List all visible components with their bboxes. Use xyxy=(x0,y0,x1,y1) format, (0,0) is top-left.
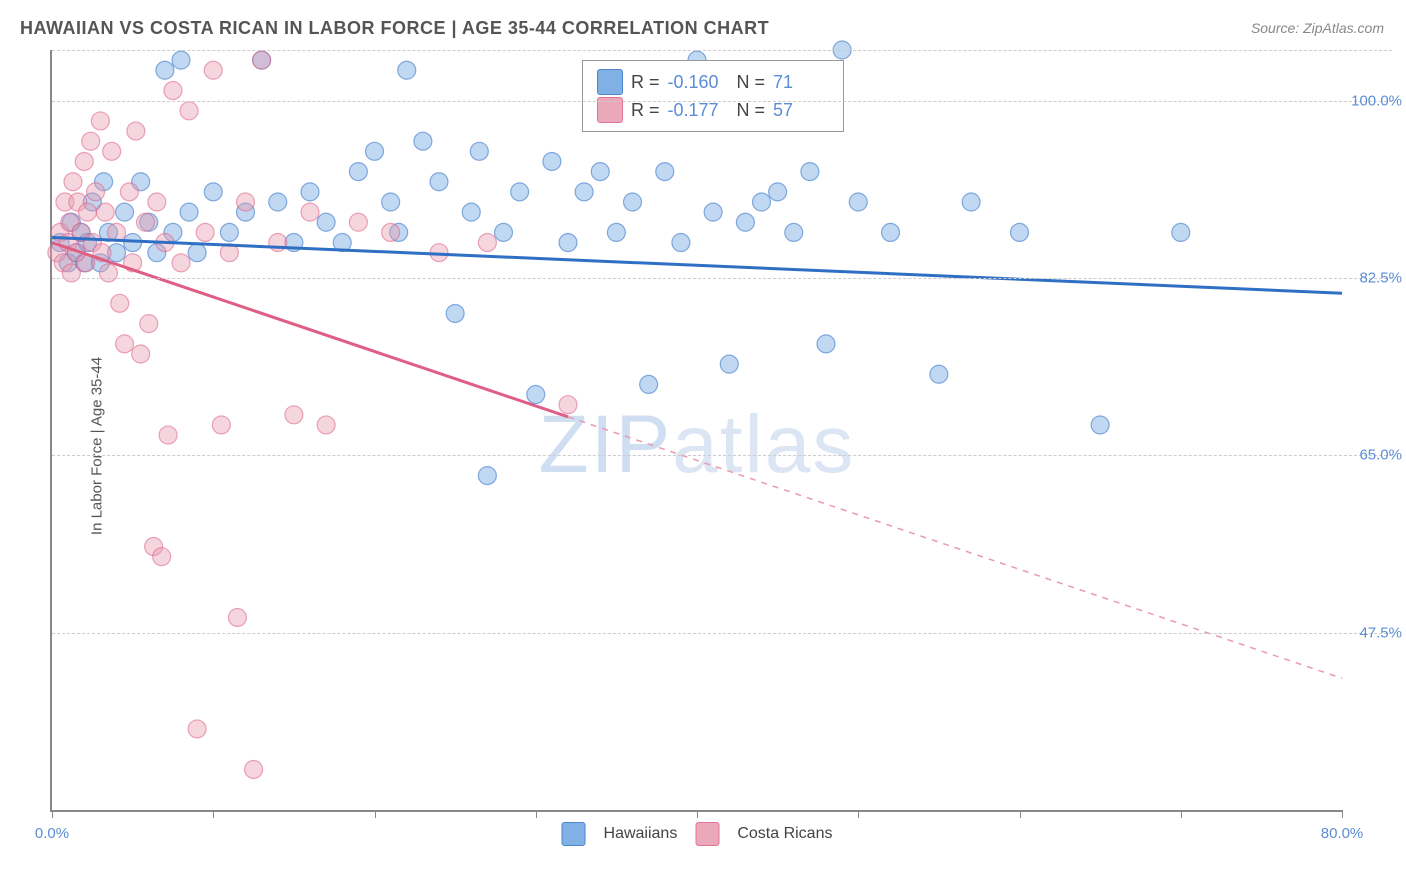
x-tick xyxy=(1342,810,1343,818)
source-label: Source: ZipAtlas.com xyxy=(1251,20,1384,36)
chart-plot-area: ZIPatlas R = -0.160 N = 71 R = -0.177 N … xyxy=(50,50,1342,812)
legend-row-hawaiians: R = -0.160 N = 71 xyxy=(597,69,829,95)
x-tick xyxy=(858,810,859,818)
x-tick xyxy=(1020,810,1021,818)
legend-n-label: N = xyxy=(732,72,766,93)
x-tick xyxy=(213,810,214,818)
gridline xyxy=(52,50,1392,51)
x-tick xyxy=(536,810,537,818)
x-tick-label: 80.0% xyxy=(1321,825,1364,842)
chart-svg-layer xyxy=(52,50,1342,810)
legend-bottom-label-costaricans: Costa Ricans xyxy=(737,825,832,843)
legend-r-value-hawaiians: -0.160 xyxy=(668,72,724,93)
legend-n-value-hawaiians: 71 xyxy=(773,72,829,93)
gridline xyxy=(52,633,1392,634)
legend-n-value-costaricans: 57 xyxy=(773,100,829,121)
y-tick-label: 47.5% xyxy=(1347,624,1402,641)
gridline xyxy=(52,101,1392,102)
legend-bottom-label-hawaiians: Hawaiians xyxy=(604,825,678,843)
legend-swatch-hawaiians xyxy=(597,69,623,95)
x-tick xyxy=(697,810,698,818)
y-tick-label: 100.0% xyxy=(1347,92,1402,109)
y-tick-label: 65.0% xyxy=(1347,447,1402,464)
x-tick xyxy=(52,810,53,818)
legend-n-label: N = xyxy=(732,100,766,121)
legend-r-label: R = xyxy=(631,100,660,121)
x-tick xyxy=(375,810,376,818)
correlation-legend: R = -0.160 N = 71 R = -0.177 N = 57 xyxy=(582,60,844,132)
y-tick-label: 82.5% xyxy=(1347,270,1402,287)
x-tick-label: 0.0% xyxy=(35,825,69,842)
series-legend: Hawaiians Costa Ricans xyxy=(562,822,833,846)
x-tick xyxy=(1181,810,1182,818)
legend-bottom-swatch-costaricans xyxy=(695,822,719,846)
legend-r-value-costaricans: -0.177 xyxy=(668,100,724,121)
legend-r-label: R = xyxy=(631,72,660,93)
gridline xyxy=(52,278,1392,279)
legend-bottom-swatch-hawaiians xyxy=(562,822,586,846)
gridline xyxy=(52,455,1392,456)
chart-title: HAWAIIAN VS COSTA RICAN IN LABOR FORCE |… xyxy=(20,18,769,39)
